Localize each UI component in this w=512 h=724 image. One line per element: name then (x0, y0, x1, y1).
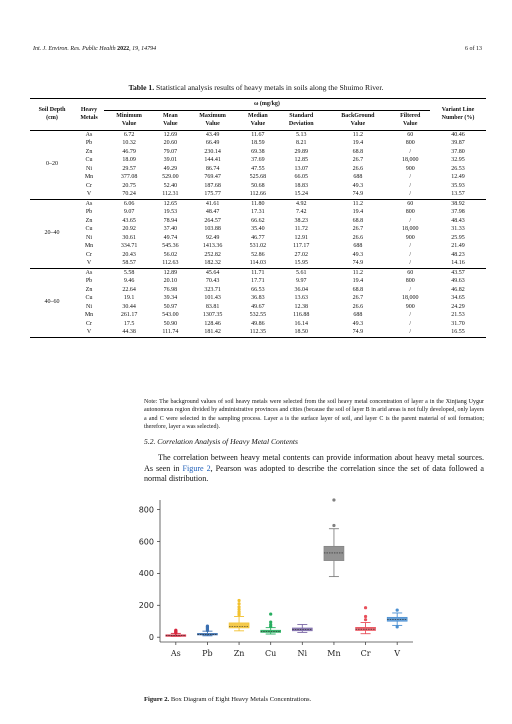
cell-max: 43.49 66.49 230.14 144.41 86.74 769.47 1… (204, 131, 221, 198)
table-body: 0–20 As Pb Zn Cu Ni Mn Cr V 6.72 10.32 46.… (30, 130, 486, 337)
y-tick-label: 600 (139, 537, 154, 546)
y-tick-label: 0 (149, 633, 154, 642)
cell-bg: 11.2 19.4 68.8 26.7 26.6 688 49.3 74.9 (352, 200, 364, 267)
outlier-point (237, 598, 241, 603)
x-tick-label: Cu (265, 649, 276, 658)
paragraph-text-after: , Pearson was adopted to describe the co… (144, 463, 485, 484)
cell-median: 11.71 17.71 66.53 36.83 49.67 532.55 49.… (249, 269, 267, 336)
cell-metals: As Pb Zn Cu Ni Mn Cr V (84, 200, 94, 267)
sub-header-5: BackGround Value (325, 110, 391, 131)
cell-variant: 40.46 39.87 37.80 32.95 26.53 12.49 35.9… (451, 131, 465, 198)
table-row: 20–40 As Pb Zn Cu Ni Mn Cr V 6.06 9.07 43.… (30, 199, 486, 268)
x-tick-label: V (393, 649, 400, 658)
x-tick-label: Mn (327, 649, 340, 658)
x-tick-label: As (170, 649, 181, 658)
article-number: 14794 (141, 46, 157, 52)
header-variant-line: Variant Line Number (%) (430, 98, 486, 131)
table-row: 40–60 As Pb Zn Cu Ni Mn Cr V 5.58 9.46 22.… (30, 268, 486, 337)
depth-cell: 20–40 (44, 230, 60, 237)
table-note: Note: The background values of soil heav… (144, 399, 484, 431)
cell-mean: 12.89 20.10 76.98 39.34 50.97 543.00 50.… (162, 269, 179, 336)
outlier-point (237, 610, 241, 614)
outlier-point (332, 498, 336, 502)
cell-variant: 43.57 49.63 46.82 34.65 24.29 21.53 31.7… (451, 269, 465, 336)
cell-mean: 12.65 19.53 78.94 37.40 49.74 545.36 56.… (162, 200, 179, 267)
x-tick-label: Zn (234, 649, 245, 658)
sub-header-1: Mean Value (154, 110, 187, 131)
section-paragraph: The correlation between heavy metal cont… (144, 453, 484, 485)
y-tick-label: 200 (139, 601, 154, 610)
table-label: Table 1. (128, 83, 155, 92)
sub-header-6: Filtered Value (390, 110, 430, 131)
cell-metals: As Pb Zn Cu Ni Mn Cr V (84, 131, 94, 198)
cell-median: 11.67 18.59 69.38 37.69 47.55 525.68 50.… (249, 131, 267, 198)
figure-reference-link[interactable]: Figure 2 (182, 463, 211, 473)
sub-header-4: Standard Deviation (277, 110, 326, 131)
header-heavy-metals: Heavy Metals (74, 98, 104, 131)
outlier-point (363, 606, 368, 610)
paragraph-text-before: The correlation between heavy metal cont… (144, 453, 484, 473)
figure-caption: Figure 2. Box Diagram of Eight Heavy Met… (144, 696, 311, 703)
outlier-point (363, 614, 368, 619)
sub-header-3: Median Value (238, 110, 278, 131)
cell-min: 5.58 9.46 22.64 19.1 30.44 261.17 17.5 4… (120, 269, 138, 336)
header-omega: ω (mg/kg) (104, 98, 430, 111)
cell-max: 41.61 48.47 264.57 103.88 92.49 1413.36 … (202, 200, 223, 267)
outlier-point (205, 624, 210, 628)
outlier-point (395, 625, 399, 629)
outlier-point (237, 607, 241, 611)
outlier-point (395, 608, 399, 612)
x-tick-label: Pb (202, 649, 213, 658)
outlier-point (237, 605, 241, 609)
table-caption: Table 1. Statistical analysis results of… (0, 83, 512, 92)
cell-mean: 12.69 20.60 79.07 39.01 49.29 529.00 52.… (162, 131, 179, 198)
depth-cell: 0–20 (46, 161, 58, 168)
journal-volume: 19 (132, 46, 139, 52)
outlier-point (269, 622, 273, 627)
cell-filtered: 60 800 / 18,000 900 / / / (401, 269, 419, 336)
table-caption-text: Statistical analysis results of heavy me… (156, 83, 384, 92)
cell-median: 11.80 17.31 66.62 35.40 46.77 531.02 52.… (249, 200, 267, 267)
sub-header-row: Minimum Value Mean Value Maximum Value Medi… (30, 110, 486, 131)
heavy-metals-table: Soil Depth (cm) Heavy Metals ω (mg/kg) V… (30, 98, 486, 338)
journal-year: 2022 (117, 46, 130, 52)
header-soil-depth: Soil Depth (cm) (30, 98, 74, 131)
box-rect-Mn (323, 545, 345, 561)
y-tick-label: 800 (139, 505, 154, 514)
sub-header-2: Maximum Value (186, 110, 239, 131)
figure-caption-text: Box Diagram of Eight Heavy Metals Concen… (170, 696, 312, 703)
cell-min: 6.06 9.07 43.65 20.92 30.61 334.71 20.43… (120, 200, 138, 267)
outlier-point (269, 620, 273, 624)
cell-sd: 4.92 7.42 38.23 11.72 12.91 117.17 27.02… (293, 200, 310, 267)
cell-sd: 5.13 8.21 29.89 12.85 13.07 66.05 18.83 … (294, 131, 309, 198)
x-tick-label: Ni (298, 649, 308, 658)
table-row: 0–20 As Pb Zn Cu Ni Mn Cr V 6.72 10.32 46.… (30, 130, 486, 199)
cell-min: 6.72 10.32 46.79 18.09 29.57 377.08 20.7… (120, 131, 138, 198)
sub-header-0: Minimum Value (104, 110, 155, 131)
outlier-point (174, 628, 178, 632)
figure-label: Figure 2. (144, 696, 170, 703)
cell-bg: 11.2 19.4 68.8 26.7 26.6 688 49.3 74.9 (352, 131, 364, 198)
cell-variant: 38.92 37.98 48.43 31.33 25.95 21.49 48.2… (451, 200, 465, 267)
cell-max: 45.64 70.43 323.71 101.43 83.81 1307.35 … (202, 269, 223, 336)
outlier-point (269, 612, 273, 616)
cell-metals: As Pb Zn Cu Ni Mn Cr V (84, 269, 94, 336)
page-number: 6 of 13 (465, 46, 482, 52)
cell-filtered: 60 800 / 18,000 900 / / / (401, 131, 419, 198)
y-tick-label: 400 (139, 569, 154, 578)
journal-name: Int. J. Environ. Res. Public Health (33, 46, 116, 52)
outlier-point (332, 523, 336, 528)
box-rect-Cr (355, 627, 376, 631)
outlier-point (363, 618, 368, 622)
cell-bg: 11.2 19.4 68.8 26.7 26.6 688 49.3 74.9 (352, 269, 364, 336)
section-heading: 5.2. Correlation Analysis of Heavy Metal… (144, 437, 298, 446)
box-rect-Zn (228, 622, 250, 629)
outlier-point (237, 602, 241, 606)
x-tick-label: Cr (361, 649, 371, 658)
cell-sd: 5.61 9.97 36.04 13.63 12.38 116.88 16.14… (293, 269, 310, 336)
running-header-journal: Int. J. Environ. Res. Public Health 2022… (33, 46, 157, 52)
cell-filtered: 60 800 / 18,000 900 / / / (401, 200, 419, 267)
depth-cell: 40–60 (44, 299, 60, 306)
